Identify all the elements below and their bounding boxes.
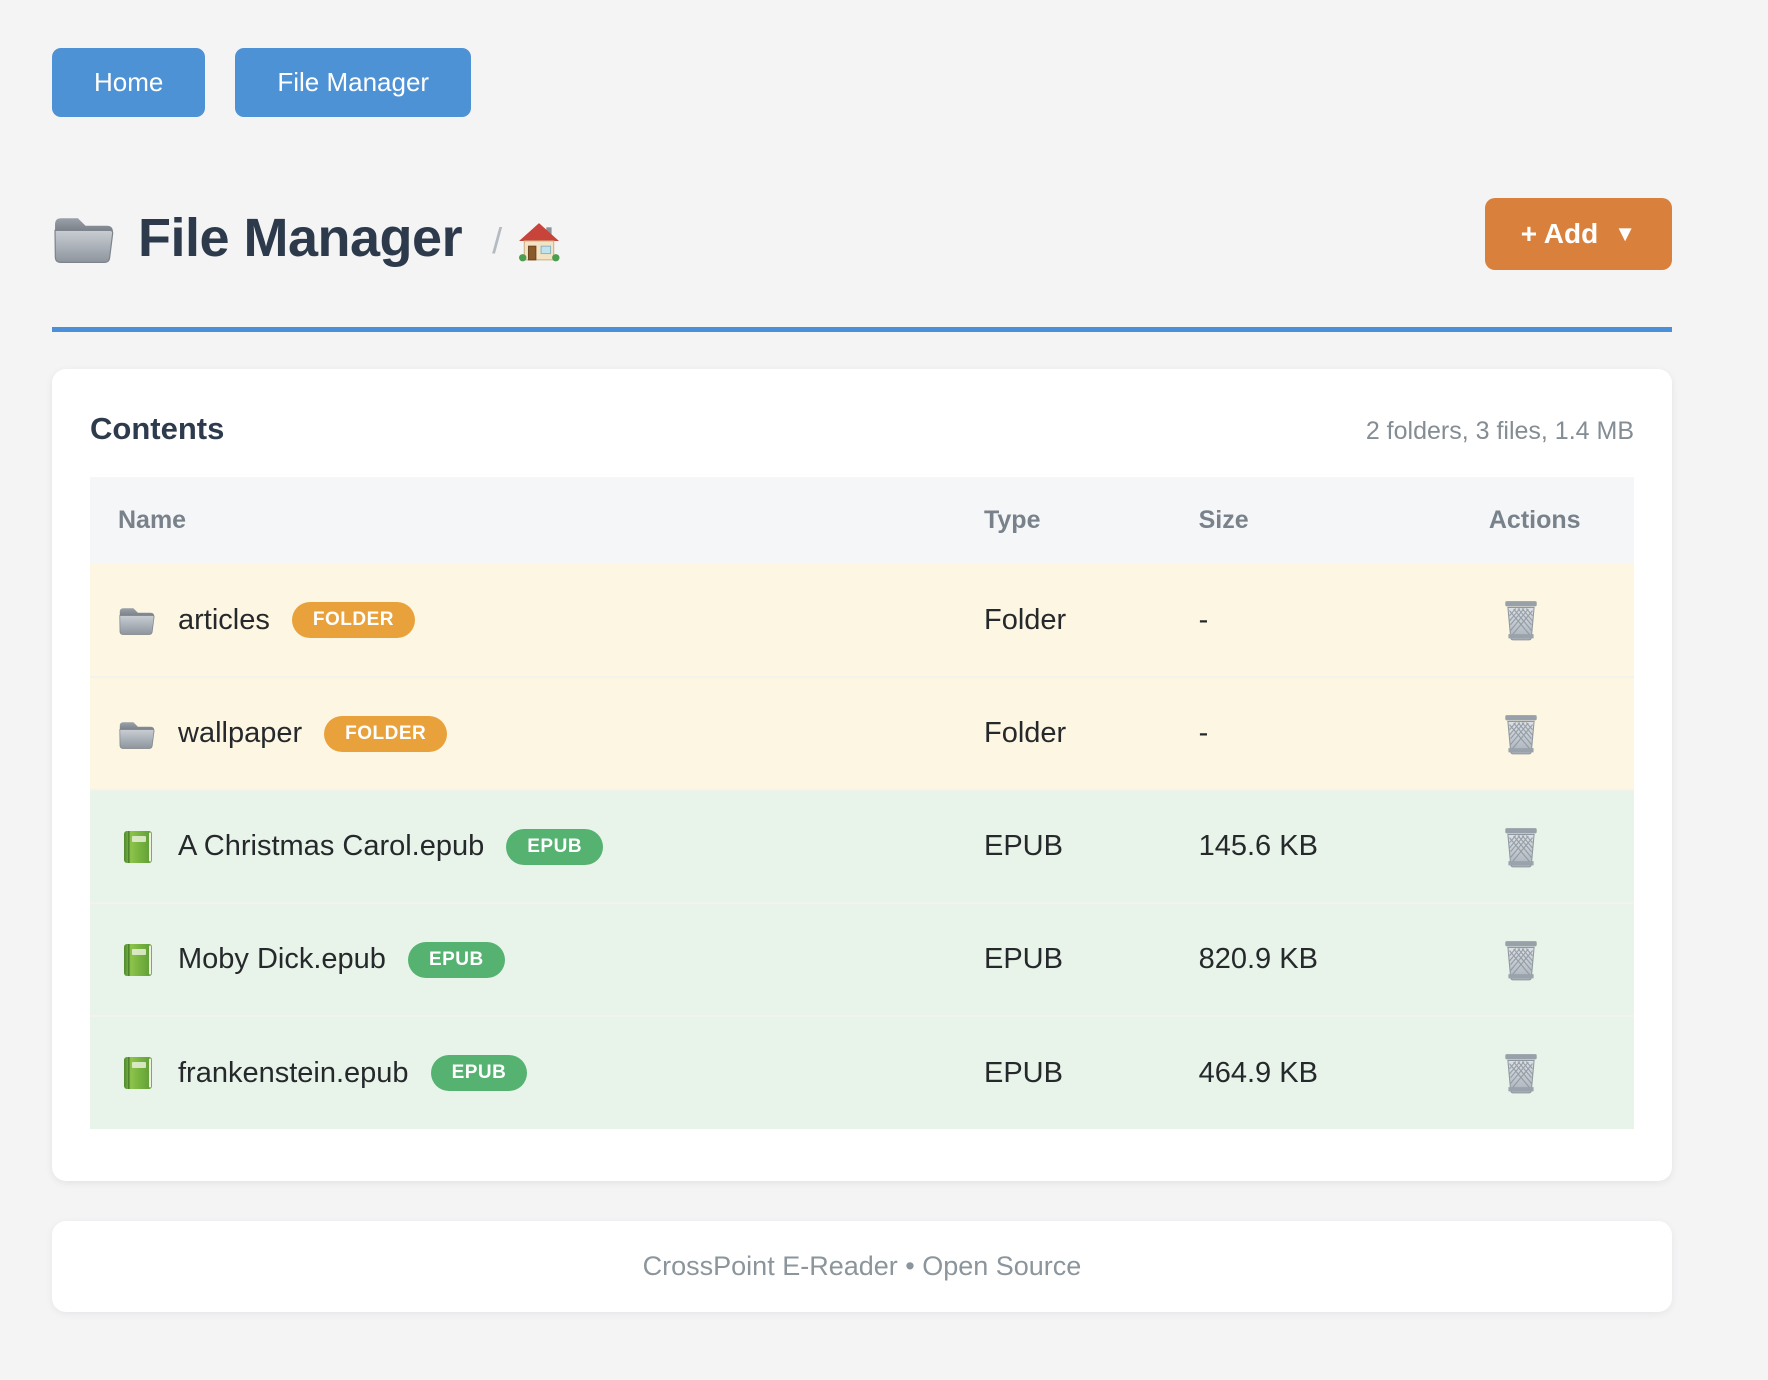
file-type: EPUB (983, 1056, 1063, 1089)
book-icon (124, 943, 152, 976)
file-type: Folder (983, 603, 1067, 636)
file-size: - (1198, 717, 1209, 749)
file-badge: FOLDER (291, 602, 415, 638)
home-button[interactable]: Home (52, 48, 206, 117)
file-name[interactable]: A Christmas Carol.epub (178, 830, 485, 862)
add-button[interactable]: + Add ▼ (1484, 198, 1672, 270)
delete-button[interactable] (1501, 1051, 1541, 1095)
name-cell: A Christmas Carol.epub EPUB (90, 828, 984, 865)
file-type: EPUB (983, 830, 1063, 862)
footer: CrossPoint E-Reader • Open Source (52, 1221, 1672, 1312)
name-cell: articles FOLDER (90, 602, 984, 638)
contents-header: Contents 2 folders, 3 files, 1.4 MB (90, 411, 1634, 447)
breadcrumb-separator: / (492, 220, 503, 261)
table-header-row: Name Type Size Actions (90, 477, 1634, 564)
header-rule (52, 327, 1672, 332)
column-header-size: Size (1198, 506, 1249, 534)
caret-down-icon: ▼ (1614, 221, 1636, 246)
table-row[interactable]: wallpaper FOLDER Folder - (90, 677, 1634, 790)
contents-summary: 2 folders, 3 files, 1.4 MB (1365, 417, 1634, 445)
file-name[interactable]: wallpaper (178, 717, 303, 749)
file-type: Folder (983, 717, 1067, 749)
delete-button[interactable] (1501, 712, 1541, 756)
add-button-label: + Add (1520, 218, 1599, 249)
folder-icon (119, 607, 155, 635)
file-size: 464.9 KB (1198, 1056, 1318, 1089)
folder-icon (119, 721, 155, 749)
trash-icon (1504, 827, 1538, 867)
trash-icon (1504, 1053, 1538, 1094)
page-header: File Manager / + Add ▼ (52, 198, 1672, 278)
file-name[interactable]: Moby Dick.epub (178, 943, 386, 975)
folder-icon (54, 217, 114, 263)
file-badge: EPUB (407, 941, 505, 978)
file-badge: FOLDER (324, 715, 448, 752)
table-row[interactable]: Moby Dick.epub EPUB EPUB 820.9 KB (90, 903, 1634, 1016)
file-table: Name Type Size Actions articles FOLDER F… (90, 477, 1634, 1129)
page-container: Home File Manager File Manager / + Add ▼… (52, 0, 1672, 1312)
file-name[interactable]: frankenstein.epub (178, 1056, 409, 1089)
file-table-body: articles FOLDER Folder - wallpaper FOLDE… (90, 564, 1634, 1129)
house-icon[interactable] (518, 221, 561, 263)
file-badge: EPUB (506, 828, 604, 865)
table-row[interactable]: A Christmas Carol.epub EPUB EPUB 145.6 K… (90, 790, 1634, 903)
file-manager-button[interactable]: File Manager (235, 48, 472, 117)
name-cell: frankenstein.epub EPUB (90, 1055, 984, 1091)
trash-icon (1504, 940, 1538, 980)
delete-button[interactable] (1501, 938, 1541, 982)
file-size: 820.9 KB (1198, 943, 1318, 975)
book-icon (124, 1057, 152, 1089)
table-row[interactable]: frankenstein.epub EPUB EPUB 464.9 KB (90, 1016, 1634, 1129)
trash-icon (1504, 600, 1538, 641)
table-row[interactable]: articles FOLDER Folder - (90, 564, 1634, 677)
column-header-actions: Actions (1488, 506, 1581, 534)
file-size: 145.6 KB (1198, 830, 1318, 862)
book-icon (124, 830, 152, 863)
trash-icon (1504, 714, 1538, 754)
column-header-name: Name (118, 506, 187, 534)
top-nav: Home File Manager (52, 0, 1672, 117)
contents-card: Contents 2 folders, 3 files, 1.4 MB Name… (52, 369, 1672, 1181)
name-cell: Moby Dick.epub EPUB (90, 941, 984, 978)
contents-title: Contents (90, 411, 225, 446)
file-type: EPUB (983, 943, 1063, 975)
delete-button[interactable] (1501, 598, 1541, 642)
name-cell: wallpaper FOLDER (90, 715, 984, 752)
delete-button[interactable] (1501, 825, 1541, 869)
page-title: File Manager (138, 208, 463, 268)
footer-text: CrossPoint E-Reader • Open Source (642, 1251, 1082, 1281)
file-size: - (1198, 603, 1209, 636)
file-badge: EPUB (430, 1055, 528, 1091)
file-name[interactable]: articles (178, 603, 270, 636)
column-header-type: Type (983, 506, 1041, 534)
